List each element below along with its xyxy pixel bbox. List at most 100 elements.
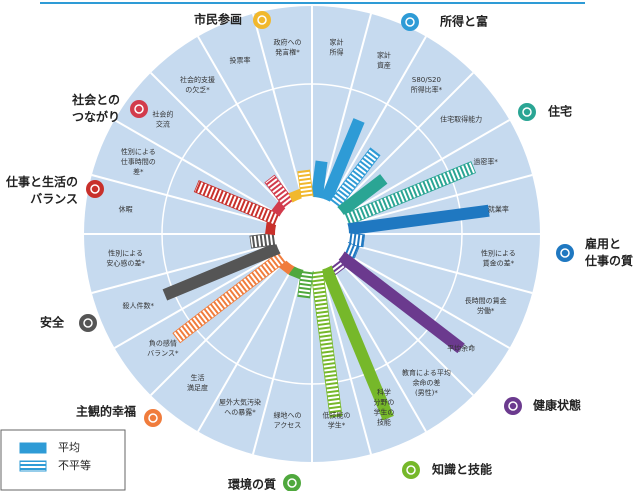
indicator-label: S80/S20 bbox=[412, 76, 441, 84]
sector-divider bbox=[114, 119, 281, 217]
indicator-label: 所得 bbox=[330, 48, 344, 57]
indicator-label: 学生* bbox=[328, 420, 346, 429]
sector-divider bbox=[150, 72, 287, 209]
sector-divider bbox=[320, 13, 372, 199]
sector-divider bbox=[329, 265, 427, 432]
sector-divider bbox=[337, 72, 474, 209]
sector-divider bbox=[197, 265, 295, 432]
bar-group bbox=[345, 204, 490, 236]
indicator-label: 過密率* bbox=[473, 157, 498, 166]
indicator-label: アクセス bbox=[274, 421, 302, 429]
legend-swatch bbox=[19, 460, 47, 472]
indicator-label: 余命の差 bbox=[412, 378, 440, 387]
group-icon bbox=[86, 180, 104, 198]
indicator-label: 負の感情 bbox=[149, 338, 177, 347]
indicator-label: 発言権* bbox=[275, 48, 300, 57]
sector-divider bbox=[343, 251, 510, 349]
indicator-label: 生活 bbox=[191, 373, 205, 382]
indicator-label: 性別による bbox=[121, 147, 156, 156]
bar bbox=[319, 118, 365, 204]
bar bbox=[319, 264, 394, 421]
legend-box bbox=[0, 429, 126, 491]
sector-divider bbox=[150, 259, 287, 396]
group-name: 市民参画 bbox=[194, 12, 242, 27]
center-hole bbox=[275, 197, 349, 271]
indicator-label: 緑地への bbox=[273, 410, 301, 419]
group-name: 主観的幸福 bbox=[76, 404, 136, 419]
indicator-label: 性別による bbox=[481, 249, 516, 258]
indicator-label: 安心感の差* bbox=[106, 259, 145, 268]
indicator-label: への暴露* bbox=[224, 409, 256, 417]
sector-divider bbox=[91, 174, 277, 226]
legend-swatch bbox=[19, 442, 47, 454]
group-icon-glyph bbox=[83, 318, 93, 328]
indicator-label: 技能 bbox=[377, 418, 391, 427]
bar bbox=[336, 174, 388, 218]
sector-divider bbox=[347, 174, 533, 226]
group-name: 住宅 bbox=[548, 104, 572, 119]
sector-divider bbox=[343, 119, 510, 217]
sector-divider bbox=[91, 242, 277, 294]
group-icon-glyph bbox=[508, 401, 518, 411]
indicator-label: 教育による平均 bbox=[402, 368, 451, 377]
sector-divider bbox=[252, 269, 304, 455]
group-name: 仕事の質 bbox=[584, 253, 633, 268]
group-icon bbox=[253, 11, 271, 29]
bar-group bbox=[310, 160, 328, 201]
indicator-label: 資産 bbox=[377, 60, 391, 69]
group-name: 環境の質 bbox=[228, 477, 276, 491]
group-icon bbox=[130, 100, 148, 118]
bar-group bbox=[162, 241, 282, 301]
indicator-label: 交流 bbox=[156, 120, 170, 129]
sector-divider bbox=[252, 13, 304, 199]
indicator-label: 科学 bbox=[377, 388, 391, 397]
sector-divider bbox=[329, 36, 427, 203]
group-icon-glyph bbox=[90, 184, 100, 194]
group-name: バランス bbox=[30, 192, 78, 206]
group-name: 所得と富 bbox=[440, 14, 488, 29]
sector-divider bbox=[320, 269, 372, 455]
bar bbox=[336, 250, 465, 354]
indicator-label: 住宅取得能力 bbox=[440, 115, 482, 124]
group-name: 安全 bbox=[40, 315, 65, 330]
indicator-label: 社会的支援 bbox=[180, 75, 215, 84]
indicator-label: 就業率 bbox=[488, 204, 509, 213]
bar bbox=[162, 241, 282, 301]
group-icon bbox=[401, 13, 419, 31]
bar bbox=[310, 160, 328, 201]
group-icon bbox=[283, 474, 301, 491]
group-icon bbox=[504, 397, 522, 415]
group-icon bbox=[402, 461, 420, 479]
indicator-label: 学生の bbox=[373, 408, 394, 417]
bar-group bbox=[319, 118, 365, 204]
indicator-label: 所得比率* bbox=[411, 85, 443, 94]
group-name: 健康状態 bbox=[533, 398, 581, 413]
indicator-label: 投票率 bbox=[230, 55, 251, 64]
group-icon-glyph bbox=[560, 248, 570, 258]
indicator-label: 殺人件数* bbox=[123, 301, 155, 310]
group-icon bbox=[556, 244, 574, 262]
indicator-label: 分野の bbox=[373, 398, 394, 407]
group-icon bbox=[144, 409, 162, 427]
sector-divider bbox=[197, 36, 295, 203]
indicator-label: バランス* bbox=[147, 349, 179, 357]
indicator-label: の欠乏* bbox=[185, 85, 210, 94]
legend-label: 不平等 bbox=[58, 458, 91, 472]
group-name: 仕事と生活の bbox=[5, 174, 78, 189]
group-icon-glyph bbox=[287, 478, 297, 488]
group-icon bbox=[518, 103, 536, 121]
indicator-label: 家計 bbox=[330, 38, 344, 47]
indicator-label: 満足度 bbox=[187, 383, 208, 392]
indicator-label: 平均余命 bbox=[447, 343, 475, 352]
indicator-label: 家計 bbox=[377, 50, 391, 59]
group-icon-glyph bbox=[406, 465, 416, 475]
bar-group bbox=[319, 264, 394, 421]
indicator-label: 屋外大気汚染 bbox=[219, 398, 261, 407]
indicator-label: 労働* bbox=[477, 306, 495, 315]
legend-label: 平均 bbox=[58, 441, 80, 454]
group-icon bbox=[79, 314, 97, 332]
indicator-label: 社会的 bbox=[152, 110, 173, 119]
indicator-label: 長時間の賃金 bbox=[465, 296, 507, 305]
sector-divider bbox=[347, 242, 533, 294]
